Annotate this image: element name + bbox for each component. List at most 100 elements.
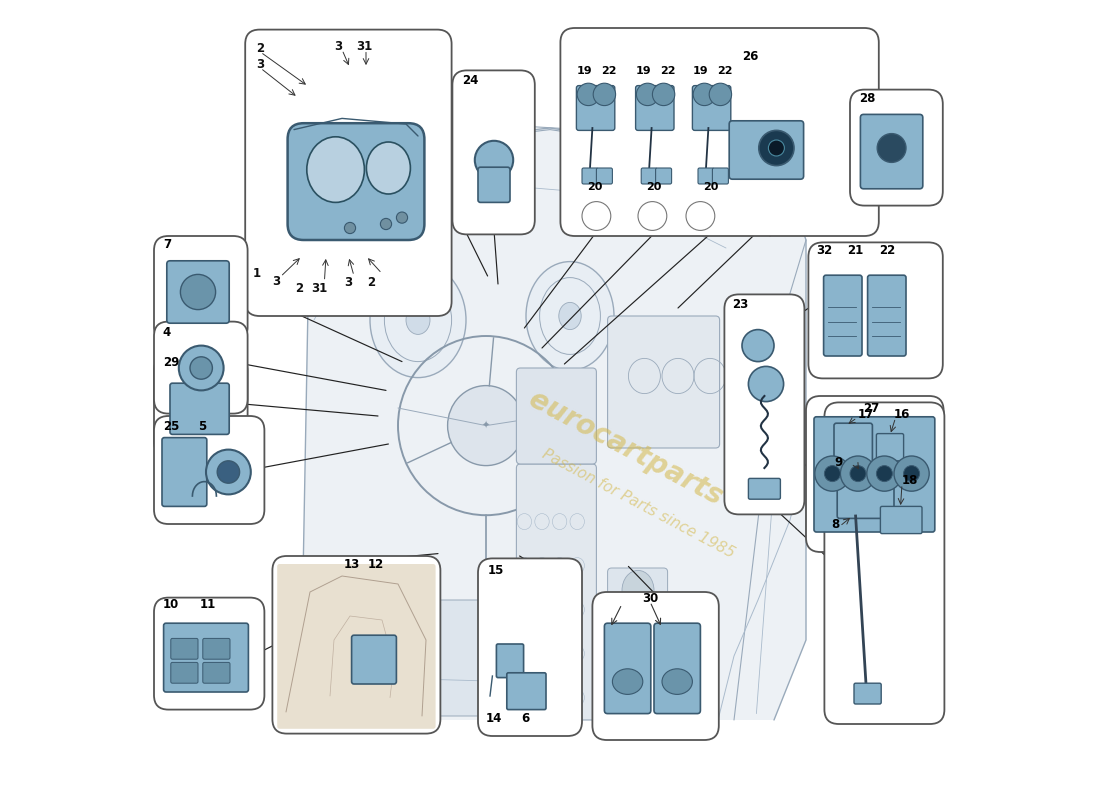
Text: 11: 11 bbox=[199, 598, 216, 611]
Text: 22: 22 bbox=[602, 66, 617, 76]
FancyBboxPatch shape bbox=[430, 600, 502, 716]
FancyBboxPatch shape bbox=[880, 506, 922, 534]
Circle shape bbox=[815, 456, 850, 491]
FancyBboxPatch shape bbox=[277, 564, 436, 729]
Ellipse shape bbox=[613, 669, 642, 694]
FancyBboxPatch shape bbox=[814, 417, 935, 532]
Text: 26: 26 bbox=[742, 50, 758, 63]
FancyBboxPatch shape bbox=[560, 28, 879, 236]
Circle shape bbox=[344, 222, 355, 234]
Circle shape bbox=[179, 346, 223, 390]
Text: 5: 5 bbox=[198, 421, 207, 434]
Text: 30: 30 bbox=[642, 592, 658, 605]
FancyBboxPatch shape bbox=[607, 316, 719, 448]
FancyBboxPatch shape bbox=[170, 662, 198, 683]
Ellipse shape bbox=[662, 669, 692, 694]
Text: 29: 29 bbox=[163, 357, 179, 370]
Text: 22: 22 bbox=[660, 66, 675, 76]
Text: 12: 12 bbox=[367, 558, 384, 571]
Text: 2: 2 bbox=[256, 42, 264, 55]
Circle shape bbox=[217, 461, 240, 483]
Text: 19: 19 bbox=[692, 66, 708, 76]
Text: 19: 19 bbox=[576, 66, 592, 76]
Text: 1: 1 bbox=[252, 267, 261, 280]
Text: Passion for Parts since 1985: Passion for Parts since 1985 bbox=[539, 446, 737, 562]
Circle shape bbox=[840, 456, 876, 491]
FancyBboxPatch shape bbox=[202, 662, 230, 683]
FancyBboxPatch shape bbox=[593, 592, 718, 740]
Ellipse shape bbox=[621, 570, 654, 610]
Text: 31: 31 bbox=[311, 282, 328, 294]
Text: 17: 17 bbox=[858, 408, 874, 421]
Text: 22: 22 bbox=[880, 243, 895, 257]
Circle shape bbox=[475, 141, 514, 179]
FancyBboxPatch shape bbox=[604, 623, 651, 714]
FancyBboxPatch shape bbox=[607, 568, 668, 716]
Text: 20: 20 bbox=[646, 182, 661, 192]
FancyBboxPatch shape bbox=[154, 236, 248, 342]
Text: 32: 32 bbox=[816, 243, 833, 257]
Circle shape bbox=[396, 212, 408, 223]
FancyBboxPatch shape bbox=[287, 123, 425, 240]
Ellipse shape bbox=[406, 306, 430, 334]
FancyBboxPatch shape bbox=[507, 673, 546, 710]
Text: 18: 18 bbox=[902, 474, 918, 487]
Text: 22: 22 bbox=[717, 66, 733, 76]
FancyBboxPatch shape bbox=[834, 423, 872, 468]
FancyBboxPatch shape bbox=[478, 558, 582, 736]
Text: 16: 16 bbox=[894, 408, 911, 421]
Text: 3: 3 bbox=[256, 58, 264, 71]
Circle shape bbox=[877, 134, 906, 162]
Circle shape bbox=[180, 274, 216, 310]
Text: 27: 27 bbox=[864, 402, 880, 415]
Circle shape bbox=[759, 130, 794, 166]
FancyBboxPatch shape bbox=[154, 356, 248, 456]
FancyBboxPatch shape bbox=[576, 86, 615, 130]
FancyBboxPatch shape bbox=[636, 86, 674, 130]
Text: 28: 28 bbox=[859, 92, 876, 106]
FancyBboxPatch shape bbox=[245, 30, 452, 316]
Text: 20: 20 bbox=[586, 182, 602, 192]
Circle shape bbox=[748, 366, 783, 402]
FancyBboxPatch shape bbox=[478, 167, 510, 202]
FancyBboxPatch shape bbox=[850, 90, 943, 206]
Text: 10: 10 bbox=[163, 598, 179, 611]
FancyBboxPatch shape bbox=[516, 464, 596, 720]
FancyBboxPatch shape bbox=[154, 322, 248, 414]
Ellipse shape bbox=[559, 302, 581, 330]
Circle shape bbox=[903, 466, 920, 482]
FancyBboxPatch shape bbox=[698, 168, 714, 184]
Text: 7: 7 bbox=[163, 238, 170, 251]
Text: 3: 3 bbox=[273, 275, 280, 288]
FancyBboxPatch shape bbox=[725, 294, 804, 514]
Text: 6: 6 bbox=[521, 712, 529, 725]
Circle shape bbox=[769, 140, 784, 156]
Text: 14: 14 bbox=[486, 712, 503, 725]
FancyBboxPatch shape bbox=[692, 86, 730, 130]
Circle shape bbox=[867, 456, 902, 491]
FancyBboxPatch shape bbox=[582, 168, 598, 184]
FancyBboxPatch shape bbox=[824, 402, 945, 724]
Text: 2: 2 bbox=[367, 276, 376, 289]
Circle shape bbox=[710, 83, 732, 106]
Circle shape bbox=[206, 450, 251, 494]
FancyBboxPatch shape bbox=[342, 600, 414, 716]
FancyBboxPatch shape bbox=[170, 383, 229, 434]
Circle shape bbox=[593, 83, 616, 106]
FancyBboxPatch shape bbox=[162, 438, 207, 506]
FancyBboxPatch shape bbox=[860, 114, 923, 189]
Circle shape bbox=[578, 83, 600, 106]
FancyBboxPatch shape bbox=[154, 598, 264, 710]
FancyBboxPatch shape bbox=[167, 261, 229, 323]
FancyBboxPatch shape bbox=[273, 556, 440, 734]
Circle shape bbox=[652, 83, 674, 106]
Circle shape bbox=[381, 218, 392, 230]
Circle shape bbox=[693, 83, 716, 106]
FancyBboxPatch shape bbox=[154, 416, 264, 524]
Text: 4: 4 bbox=[163, 326, 172, 339]
FancyBboxPatch shape bbox=[808, 242, 943, 378]
FancyBboxPatch shape bbox=[202, 638, 230, 659]
FancyBboxPatch shape bbox=[641, 168, 657, 184]
Text: 23: 23 bbox=[733, 298, 749, 311]
Circle shape bbox=[824, 466, 840, 482]
